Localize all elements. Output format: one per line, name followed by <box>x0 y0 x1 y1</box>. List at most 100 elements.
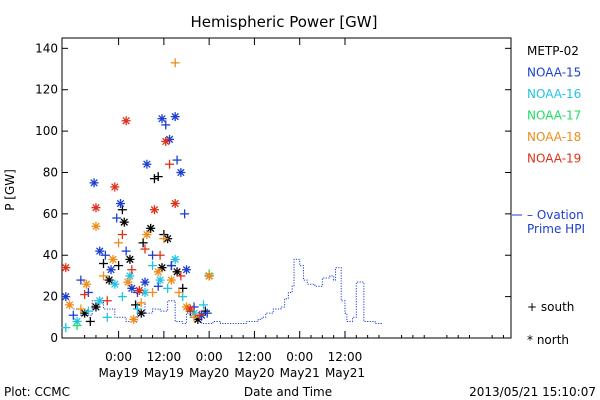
x-tick-date-label: May21 <box>325 366 365 380</box>
point-south-plus <box>166 261 176 271</box>
point-south-plus <box>195 310 205 320</box>
point-south-plus <box>127 265 137 275</box>
point-north-star <box>170 112 180 122</box>
point-south-plus <box>100 250 110 260</box>
point-south-plus <box>200 306 210 316</box>
point-south-plus <box>153 172 163 182</box>
point-south-plus <box>161 120 171 130</box>
legend-entry: METP-02 <box>527 44 579 58</box>
point-south-plus <box>159 234 169 244</box>
point-north-star <box>155 275 165 285</box>
point-south-plus <box>102 296 112 306</box>
y-axis-label: P [GW] <box>3 169 17 211</box>
x-tick-date-label: May21 <box>280 366 320 380</box>
point-north-star <box>153 267 163 277</box>
point-north-star <box>125 254 135 264</box>
point-south-plus <box>61 323 71 333</box>
point-north-star <box>176 167 186 177</box>
point-south-plus <box>202 308 212 318</box>
x-tick-date-label: May19 <box>144 366 184 380</box>
point-south-plus <box>112 213 122 223</box>
x-tick-time-label: 0:00 <box>105 350 132 364</box>
y-tick-label: 20 <box>43 290 58 304</box>
footer-timestamp: 2013/05/21 15:10:07 <box>469 385 596 399</box>
point-south-plus <box>198 300 208 310</box>
point-north-star <box>115 199 125 209</box>
point-south-plus <box>155 250 165 260</box>
point-south-plus <box>148 250 158 260</box>
point-north-star <box>91 221 101 231</box>
point-south-plus <box>117 230 127 240</box>
point-south-plus <box>76 304 86 314</box>
point-north-star <box>136 308 146 318</box>
y-tick-label: 120 <box>35 83 58 97</box>
satellite-points <box>61 58 214 333</box>
point-north-star <box>142 230 152 240</box>
point-north-star <box>127 283 137 293</box>
point-south-plus <box>174 287 184 297</box>
point-south-plus <box>114 238 124 248</box>
point-south-plus <box>180 209 190 219</box>
point-south-plus <box>170 58 180 68</box>
point-south-plus <box>121 246 131 256</box>
point-north-star <box>119 217 129 227</box>
x-axis-ticks: 0:00 May19 12:00 May19 0:00 May20 12:00 May20 0:… <box>84 38 504 380</box>
point-north-star <box>182 265 192 275</box>
ovation-hpi-series <box>73 258 383 325</box>
x-tick-time-label: 12:00 <box>237 350 272 364</box>
point-south-plus <box>172 155 182 165</box>
point-north-star <box>129 314 139 324</box>
legend-entry: NOAA-16 <box>527 87 581 101</box>
point-north-star <box>61 263 71 273</box>
point-south-plus <box>136 298 146 308</box>
y-axis-ticks: 0 20 40 60 80 100 120 140 <box>35 41 511 345</box>
point-south-plus <box>189 312 199 322</box>
point-north-star <box>91 203 101 213</box>
point-south-plus <box>131 300 141 310</box>
x-tick-date-label: May20 <box>234 366 274 380</box>
legend-ovation-line1: – Ovation <box>527 208 584 222</box>
x-tick-time-label: 12:00 <box>147 350 182 364</box>
legend-ovation-line2: Prime HPI <box>527 222 585 236</box>
point-north-star <box>166 275 176 285</box>
point-north-star <box>95 296 105 306</box>
y-tick-label: 40 <box>43 248 58 262</box>
point-south-plus <box>148 287 158 297</box>
point-south-plus <box>132 304 142 314</box>
y-tick-label: 100 <box>35 124 58 138</box>
point-south-plus <box>72 321 82 331</box>
y-tick-label: 0 <box>50 331 58 345</box>
point-south-plus <box>165 159 175 169</box>
x-axis-label: Date and Time <box>244 385 332 399</box>
point-south-plus <box>99 259 109 269</box>
plot-frame <box>61 37 512 339</box>
point-north-star <box>134 285 144 295</box>
point-north-star <box>161 136 171 146</box>
point-north-star <box>125 271 135 281</box>
legend-entry: NOAA-19 <box>527 152 581 166</box>
x-tick-time-label: 12:00 <box>328 350 363 364</box>
point-north-star <box>204 271 214 281</box>
point-south-plus <box>114 261 124 271</box>
point-north-star <box>140 277 150 287</box>
point-south-plus <box>117 292 127 302</box>
point-north-star <box>104 275 114 285</box>
point-south-plus <box>83 306 93 316</box>
point-south-plus <box>178 292 188 302</box>
y-tick-label: 60 <box>43 207 58 221</box>
point-north-star <box>149 205 159 215</box>
point-south-plus <box>85 316 95 326</box>
point-south-plus <box>117 205 127 215</box>
point-south-plus <box>149 174 159 184</box>
point-north-star <box>146 223 156 233</box>
chart-title: Hemispheric Power [GW] <box>191 13 378 31</box>
point-south-plus <box>153 281 163 291</box>
point-south-plus <box>76 275 86 285</box>
point-south-plus <box>178 283 188 293</box>
x-tick-time-label: 0:00 <box>196 350 223 364</box>
footer-plot-credit: Plot: CCMC <box>4 385 70 399</box>
legend-entry: NOAA-17 <box>527 109 581 123</box>
y-tick-label: 80 <box>43 165 58 179</box>
x-tick-time-label: 0:00 <box>286 350 313 364</box>
point-north-star <box>82 279 92 289</box>
